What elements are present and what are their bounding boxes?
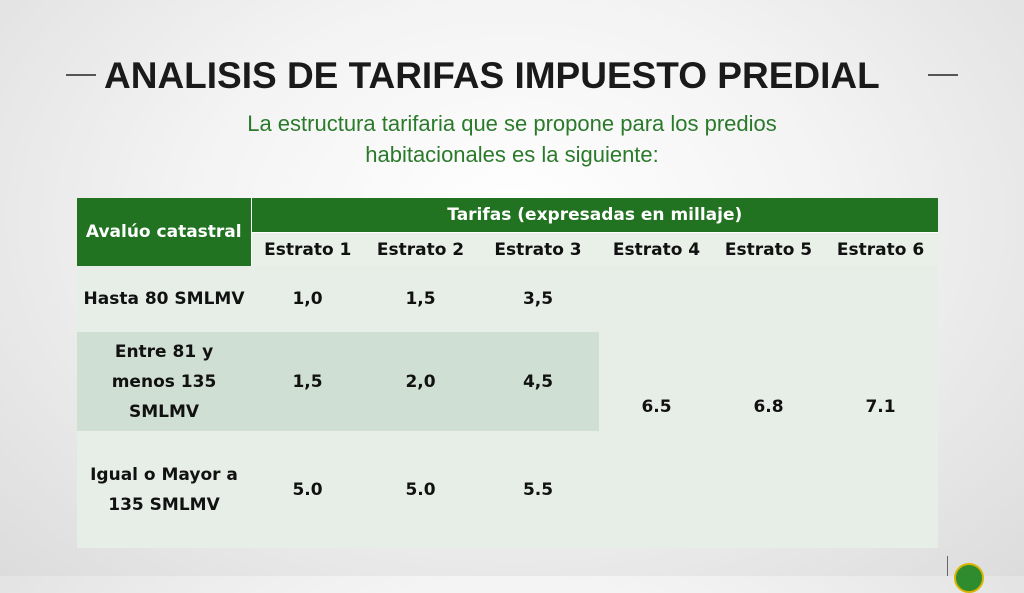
cell-estrato-5-value: 6.8 bbox=[714, 266, 823, 548]
subtitle-line-2: habitacionales es la siguiente: bbox=[365, 142, 659, 167]
cell-estrato-4-value: 6.5 bbox=[599, 266, 714, 548]
row-label: Hasta 80 SMLMV bbox=[77, 266, 251, 332]
municipal-seal-logo bbox=[954, 563, 984, 593]
cell-value: 5.5 bbox=[477, 431, 599, 548]
footer-divider bbox=[947, 556, 948, 576]
cell-value: 5.0 bbox=[251, 431, 364, 548]
header-estrato-4: Estrato 4 bbox=[599, 232, 714, 266]
row-label: Entre 81 y menos 135 SMLMV bbox=[77, 332, 251, 431]
header-tarifas: Tarifas (expresadas en millaje) bbox=[251, 198, 939, 233]
table-row: Entre 81 y menos 135 SMLMV 1,5 2,0 4,5 bbox=[77, 332, 938, 431]
slide-subtitle: La estructura tarifaria que se propone p… bbox=[112, 108, 912, 170]
subtitle-line-1: La estructura tarifaria que se propone p… bbox=[247, 111, 777, 136]
title-decor-line-right bbox=[928, 74, 958, 76]
header-estrato-1: Estrato 1 bbox=[251, 232, 364, 266]
cell-value: 1,0 bbox=[251, 266, 364, 332]
cell-value: 1,5 bbox=[251, 332, 364, 431]
header-estrato-6: Estrato 6 bbox=[823, 232, 939, 266]
header-estrato-3: Estrato 3 bbox=[477, 232, 599, 266]
tarifas-table: Avalúo catastral Tarifas (expresadas en … bbox=[77, 198, 939, 548]
cell-estrato-6-value: 7.1 bbox=[823, 266, 939, 548]
row-label: Igual o Mayor a 135 SMLMV bbox=[77, 431, 251, 548]
cell-value: 2,0 bbox=[364, 332, 477, 431]
header-estrato-5: Estrato 5 bbox=[714, 232, 823, 266]
cell-value: 3,5 bbox=[477, 266, 599, 332]
title-decor-line-left bbox=[66, 74, 96, 76]
header-estrato-2: Estrato 2 bbox=[364, 232, 477, 266]
cell-value: 4,5 bbox=[477, 332, 599, 431]
cell-value: 1,5 bbox=[364, 266, 477, 332]
slide-title: ANALISIS DE TARIFAS IMPUESTO PREDIAL bbox=[104, 55, 880, 96]
table-row: Hasta 80 SMLMV 1,0 1,5 3,5 6.5 6.8 7.1 bbox=[77, 266, 939, 548]
table-row: Igual o Mayor a 135 SMLMV 5.0 5.0 5.5 bbox=[77, 431, 938, 548]
title-row: ANALISIS DE TARIFAS IMPUESTO PREDIAL bbox=[0, 52, 1024, 100]
header-avaluo-catastral: Avalúo catastral bbox=[77, 198, 252, 266]
cell-value: 5.0 bbox=[364, 431, 477, 548]
